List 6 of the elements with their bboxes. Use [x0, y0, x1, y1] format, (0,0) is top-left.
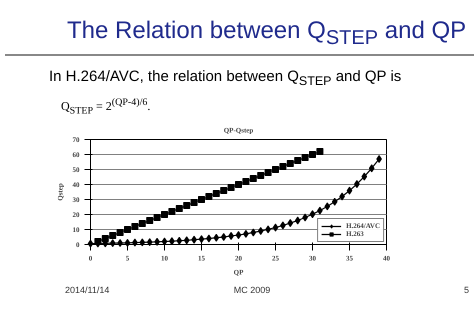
- text: Q$_{STEP}$ = 2$^{(QP-4)/6}$.: [61, 96, 150, 118]
- text: MC 2009: [234, 284, 270, 297]
- text: 2014/11/14: [65, 284, 110, 297]
- text: In H.264/AVC, the relation between Q$_{STEP}$ and QP is: [49, 67, 402, 90]
- text: 5: [464, 284, 469, 297]
- chart-title: The Relation between Q$_{STEP}$ and QP: [67, 16, 466, 51]
